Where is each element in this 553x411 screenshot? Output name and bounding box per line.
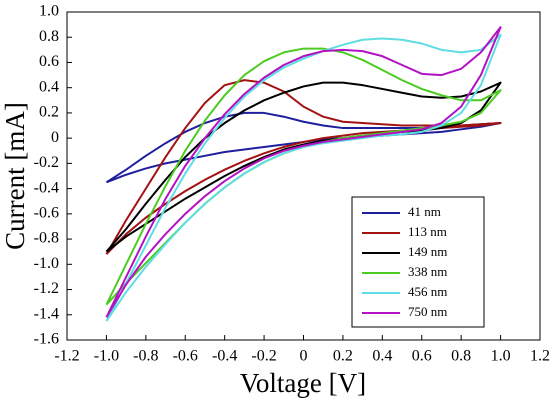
series-line — [105, 26, 502, 318]
y-tick-label: -1.0 — [34, 255, 59, 272]
x-tick-label: 0.2 — [333, 348, 353, 365]
y-tick-label: 0.4 — [39, 78, 59, 95]
x-tick-label: 0.4 — [372, 348, 392, 365]
legend-label: 338 nm — [408, 264, 447, 279]
x-tick-label: -0.4 — [212, 348, 237, 365]
x-tick-label: -0.2 — [251, 348, 276, 365]
y-tick-label: -1.4 — [34, 305, 59, 322]
series-line — [105, 81, 502, 253]
y-tick-label: 1.0 — [39, 3, 59, 20]
legend-label: 113 nm — [408, 224, 447, 239]
x-tick-label: -0.6 — [173, 348, 198, 365]
legend-label: 149 nm — [408, 244, 447, 259]
x-axis-title: Voltage [V] — [240, 368, 366, 398]
x-tick-label: -1.2 — [54, 348, 79, 365]
y-tick-label: -0.6 — [34, 205, 59, 222]
y-tick-label: -1.2 — [34, 280, 59, 297]
x-tick-label: 0.6 — [412, 348, 432, 365]
y-tick-label: -1.6 — [34, 331, 59, 348]
x-tick-label: 0.8 — [451, 348, 471, 365]
y-axis-title: Current [mA] — [0, 102, 30, 250]
legend-label: 750 nm — [408, 304, 447, 319]
x-tick-label: 0 — [300, 348, 308, 365]
series-line — [105, 33, 502, 322]
x-tick-label: 1.2 — [530, 348, 550, 365]
y-tick-label: -0.2 — [34, 154, 59, 171]
x-tick-label: -0.8 — [133, 348, 158, 365]
y-tick-label: 0.6 — [39, 53, 59, 70]
legend-box — [351, 196, 485, 328]
y-tick-label: -0.8 — [34, 230, 59, 247]
legend-label: 456 nm — [408, 284, 447, 299]
y-tick-label: 0.2 — [39, 104, 59, 121]
y-tick-label: 0.8 — [39, 28, 59, 45]
x-tick-label: -1.0 — [94, 348, 119, 365]
x-tick-label: 1.0 — [491, 348, 511, 365]
legend-label: 41 nm — [408, 204, 441, 219]
y-tick-label: 0 — [51, 129, 59, 146]
y-tick-label: -0.4 — [34, 179, 59, 196]
